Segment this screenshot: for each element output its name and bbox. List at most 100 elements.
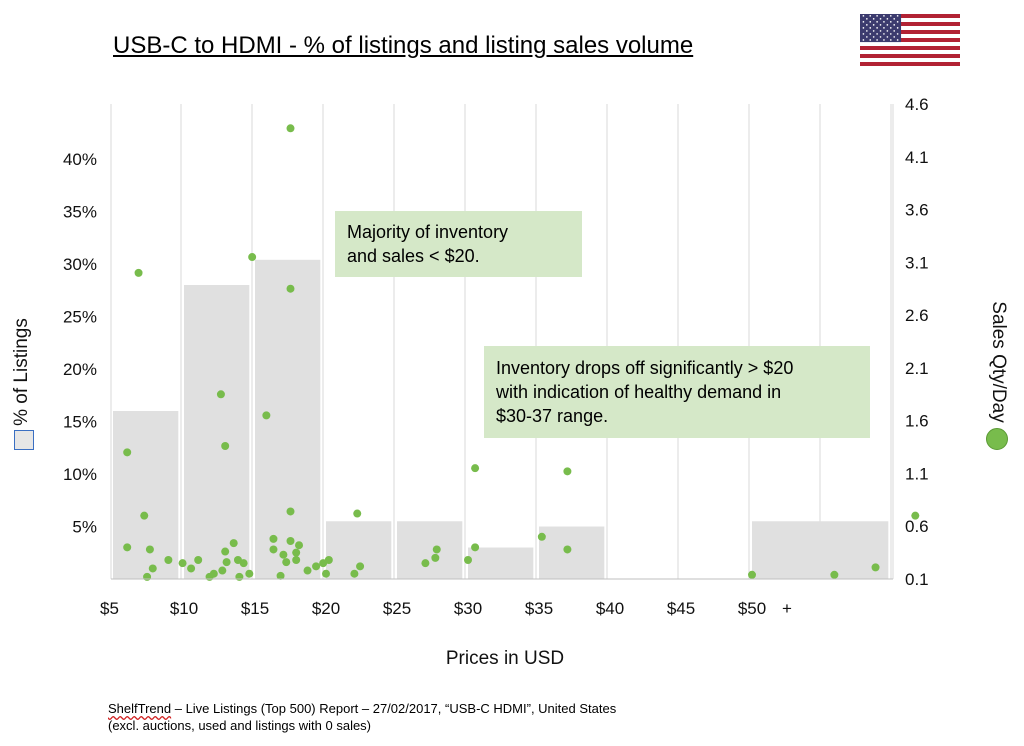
x-tick-label: $40 xyxy=(596,599,624,618)
sales-point xyxy=(563,545,572,554)
y-tick-label-left: 20% xyxy=(63,360,97,379)
y-tick-label-right: 4.6 xyxy=(905,95,929,114)
x-tick-label: $10 xyxy=(170,599,198,618)
sales-point xyxy=(421,559,430,568)
annotation-text: Inventory drops off significantly > $20 … xyxy=(496,358,794,426)
y-axis-label-right: Sales Qty/Day xyxy=(988,301,1009,423)
x-tick-label: $5 xyxy=(100,599,119,618)
sales-point xyxy=(123,448,132,457)
sales-point xyxy=(286,284,295,293)
sales-point xyxy=(356,562,365,571)
footnote-line-1: ShelfTrend – Live Listings (Top 500) Rep… xyxy=(108,700,616,717)
footnote: ShelfTrend – Live Listings (Top 500) Rep… xyxy=(108,700,616,734)
sales-point xyxy=(432,545,441,554)
sales-point xyxy=(350,569,359,578)
sales-point xyxy=(353,509,362,518)
sales-point xyxy=(134,268,143,277)
sales-point xyxy=(143,572,152,581)
sales-point xyxy=(216,390,225,399)
annotation-inventory-majority: Majority of inventory and sales < $20. xyxy=(335,211,582,277)
listing-bar xyxy=(539,526,605,579)
sales-point xyxy=(871,563,880,572)
sales-point xyxy=(148,564,157,573)
left-y-ticks: 5% 10% 15% 20% 25% 30% 35% 40% xyxy=(63,150,97,537)
sales-point xyxy=(269,545,278,554)
sales-point xyxy=(471,464,480,473)
y-tick-label-left: 25% xyxy=(63,308,97,327)
sales-point xyxy=(748,570,756,579)
chart-title: USB-C to HDMI - % of listings and listin… xyxy=(113,32,694,59)
sales-point xyxy=(221,547,230,556)
footnote-line-2: (excl. auctions, used and listings with … xyxy=(108,718,372,733)
sales-legend-marker xyxy=(986,428,1008,450)
x-tick-label: $45 xyxy=(667,599,695,618)
x-tick-label: $35 xyxy=(525,599,553,618)
sales-point xyxy=(221,442,230,450)
x-ticks: $5 $10 $15 $20 $25 $30 $35 $40 $45 $50 + xyxy=(100,599,792,618)
x-tick-label: $50 xyxy=(738,599,766,618)
sales-point xyxy=(194,556,203,564)
listing-bar xyxy=(184,285,250,579)
y-tick-label-left: 10% xyxy=(63,465,97,484)
listing-bar xyxy=(752,521,889,579)
listing-bar xyxy=(255,259,321,579)
sales-point xyxy=(282,558,291,567)
sales-points xyxy=(123,124,920,581)
listing-bar xyxy=(397,521,463,579)
sales-point xyxy=(123,543,132,552)
y-tick-label-right: 1.6 xyxy=(905,412,929,431)
sales-point xyxy=(178,559,187,568)
us-flag-icon xyxy=(860,14,960,66)
y-axis-label-left: % of Listings xyxy=(11,318,32,426)
y-tick-label-right: 4.1 xyxy=(905,148,929,167)
x-tick-label: $20 xyxy=(312,599,340,618)
sales-point xyxy=(303,566,312,575)
sales-point xyxy=(222,558,231,567)
sales-point xyxy=(464,556,472,564)
sales-point xyxy=(292,556,301,564)
sales-point xyxy=(239,559,248,568)
sales-point xyxy=(286,507,295,516)
footnote-text: – Live Listings (Top 500) Report – 27/02… xyxy=(171,701,617,716)
listing-bars xyxy=(113,259,889,579)
sales-point xyxy=(471,543,480,552)
y-tick-label-right: 0.1 xyxy=(905,570,929,589)
sales-point xyxy=(218,566,227,575)
annotation-inventory-dropoff: Inventory drops off significantly > $20 … xyxy=(484,346,870,438)
sales-point xyxy=(187,564,196,573)
sales-point xyxy=(235,572,244,581)
sales-point xyxy=(322,569,330,578)
sales-point xyxy=(276,571,285,580)
footnote-brand: ShelfTrend xyxy=(108,701,172,716)
sales-point xyxy=(286,537,295,545)
y-tick-label-left: 30% xyxy=(63,255,97,274)
sales-point xyxy=(312,562,321,571)
sales-point xyxy=(431,553,440,562)
x-tick-label: $25 xyxy=(383,599,411,618)
y-tick-label-right: 2.6 xyxy=(905,306,929,325)
sales-point xyxy=(292,548,301,557)
sales-point xyxy=(286,124,295,133)
sales-point xyxy=(279,550,288,559)
y-tick-label-right: 1.1 xyxy=(905,464,929,483)
sales-point xyxy=(248,253,257,262)
sales-point xyxy=(145,545,154,554)
listing-bar xyxy=(326,521,392,579)
sales-point xyxy=(830,570,839,579)
vertical-gridlines xyxy=(110,104,894,579)
sales-point xyxy=(563,467,572,476)
annotation-text: Majority of inventory and sales < $20. xyxy=(347,222,509,266)
sales-point xyxy=(140,511,149,520)
listing-bar xyxy=(468,547,534,579)
sales-point xyxy=(245,569,254,578)
y-tick-label-right: 2.1 xyxy=(905,359,929,378)
y-tick-label-right: 3.1 xyxy=(905,253,929,272)
y-tick-label-right: 0.6 xyxy=(905,517,929,536)
sales-point xyxy=(164,556,173,564)
sales-point xyxy=(209,569,218,578)
sales-point xyxy=(269,534,278,543)
x-tick-label: $15 xyxy=(241,599,269,618)
x-tick-label: $30 xyxy=(454,599,482,618)
right-y-ticks: 0.1 0.6 1.1 1.6 2.1 2.6 3.1 3.6 4.1 4.6 xyxy=(905,95,929,589)
